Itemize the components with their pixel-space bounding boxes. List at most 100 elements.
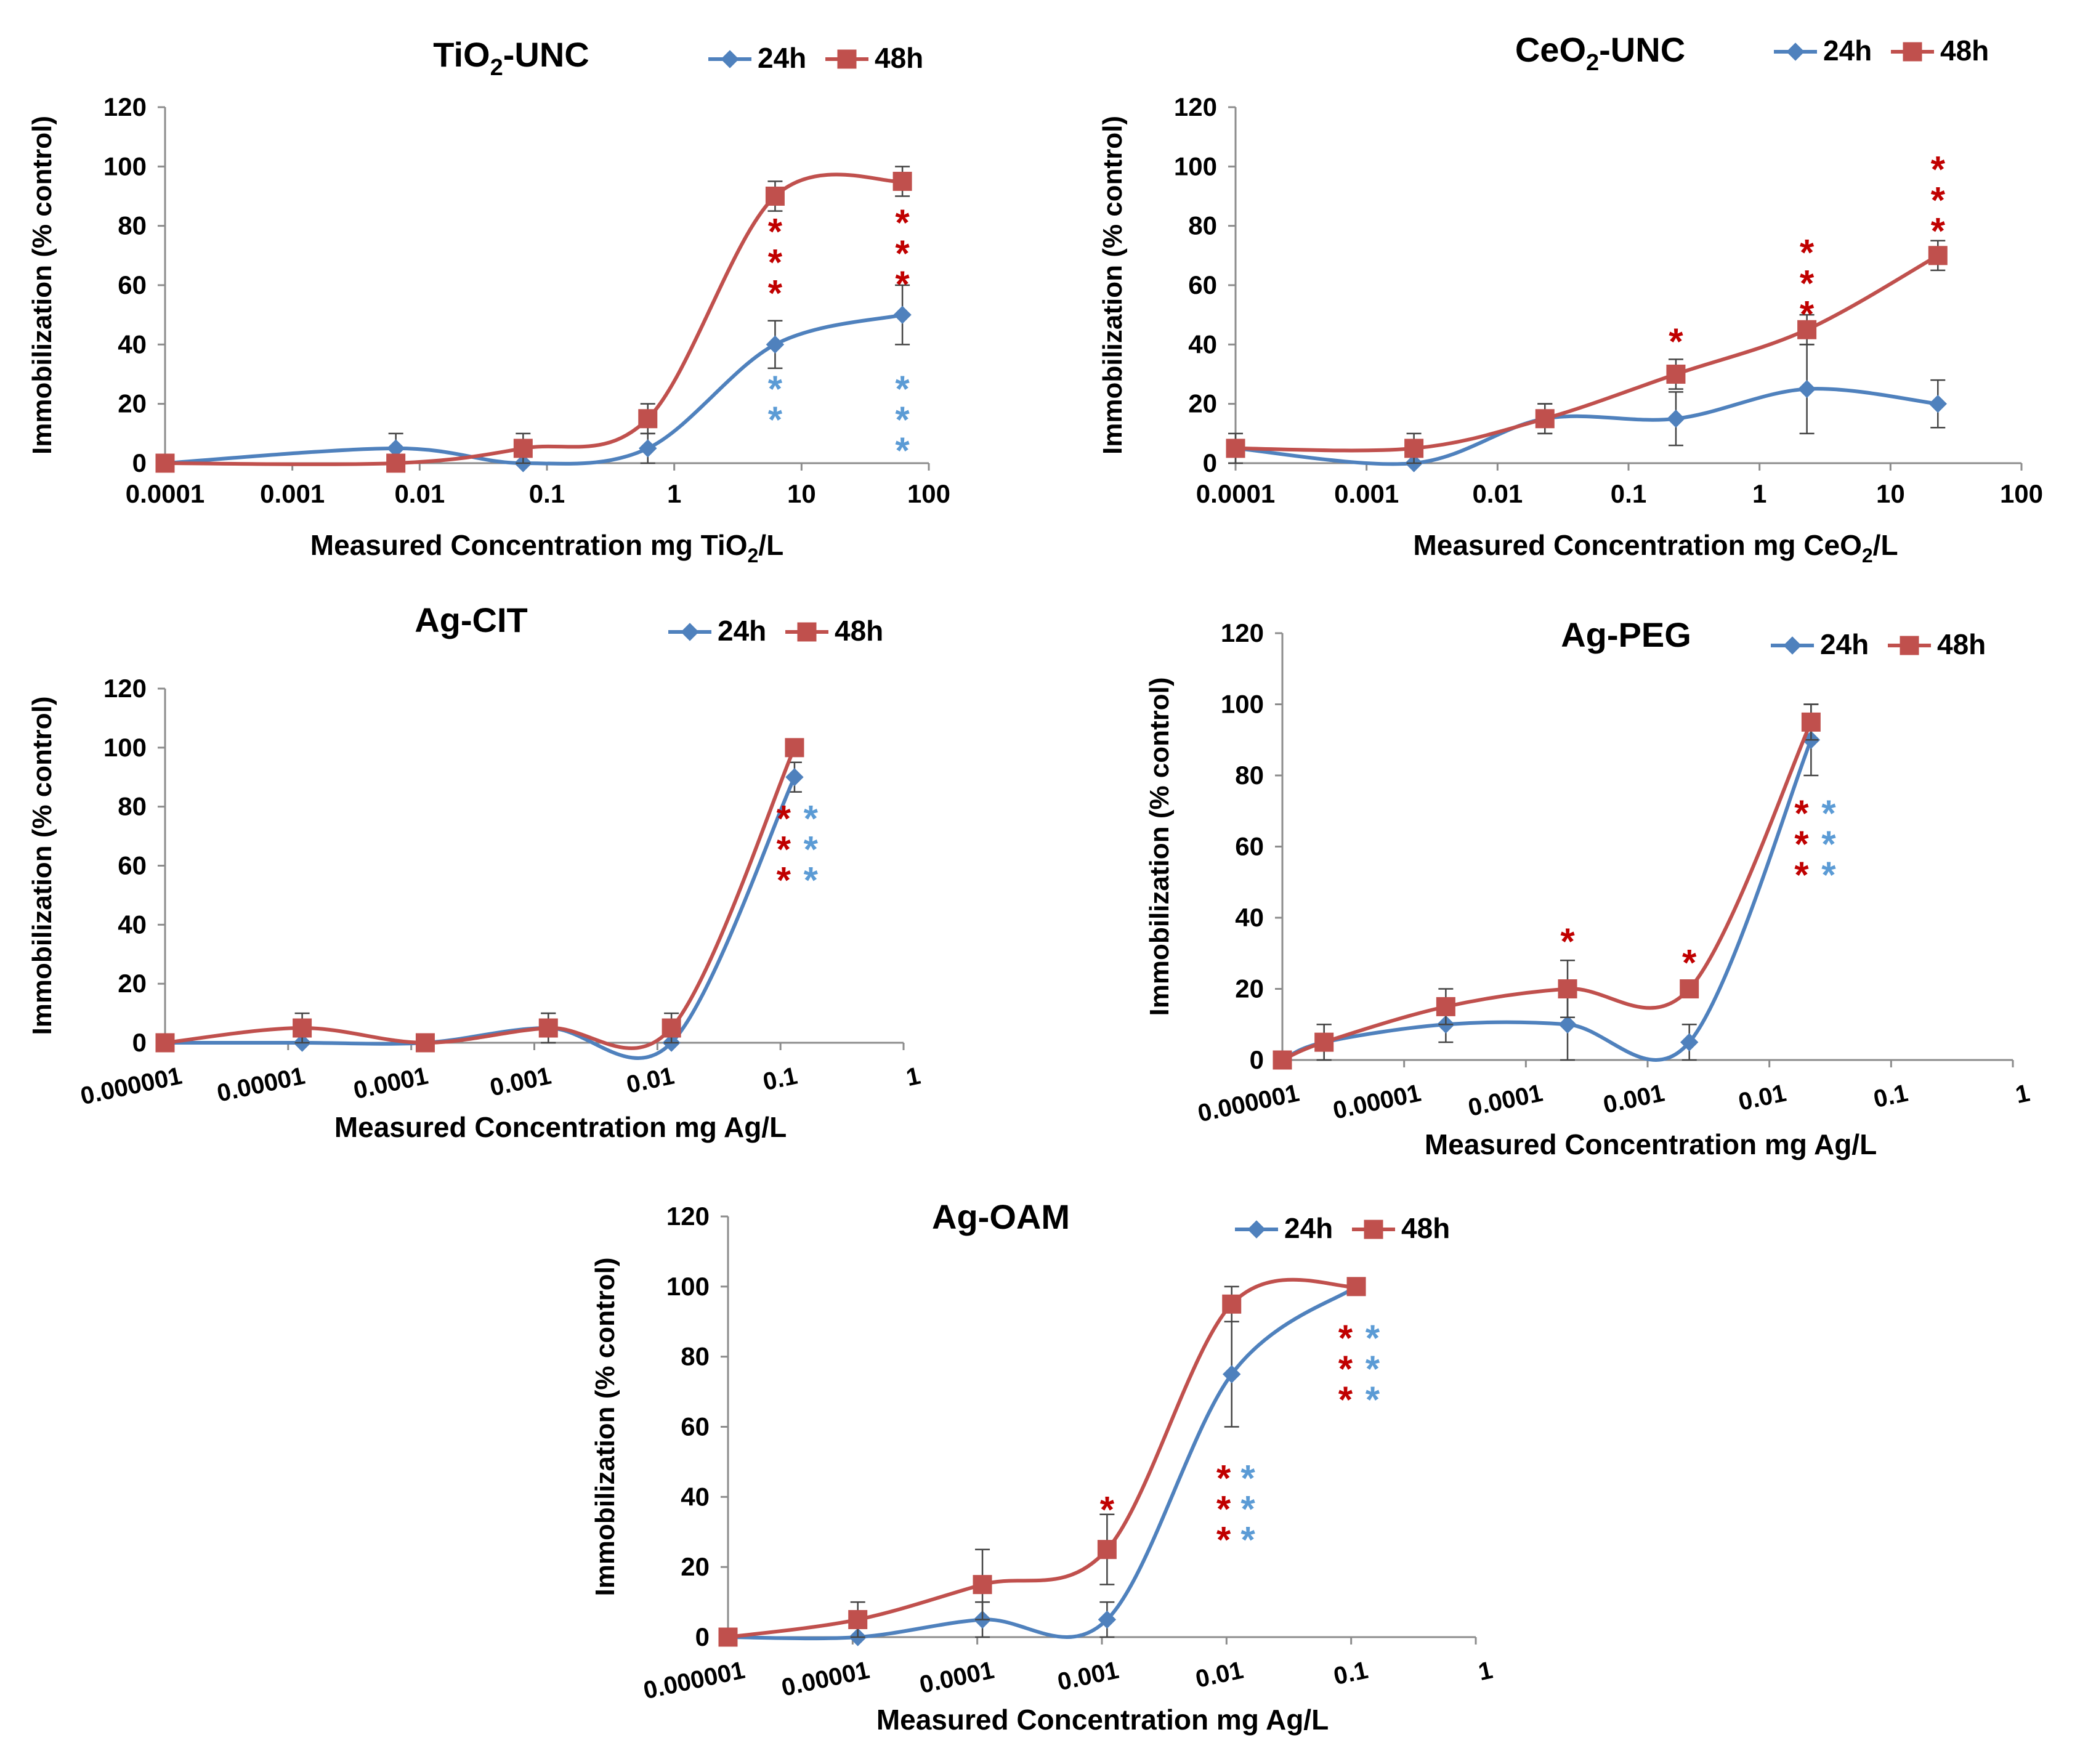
significance-star-blue: * (1821, 823, 1836, 865)
y-tick-label: 120 (103, 92, 147, 121)
chart-title: Ag-CIT (415, 601, 528, 639)
x-tick-label: 0.01 (394, 479, 445, 508)
significance-star-red: * (1560, 921, 1575, 962)
data-point-24h (1797, 379, 1816, 399)
significance-star-red: * (895, 233, 910, 274)
x-tick-label: 10 (1876, 479, 1905, 508)
chart-title: Ag-PEG (1561, 615, 1691, 654)
y-tick-label: 40 (681, 1482, 710, 1511)
significance-star-red: * (1800, 232, 1815, 273)
x-tick-label: 0.001 (1334, 479, 1399, 508)
x-tick-label: 0.0001 (351, 1062, 431, 1104)
significance-star-red: * (1338, 1348, 1353, 1390)
data-point-24h (1098, 1610, 1117, 1629)
series-line-24h (1281, 738, 1813, 1062)
x-axis-label-text: Measured Concentration mg Ag/L (1425, 1128, 1877, 1160)
legend-label-48h: 48h (835, 615, 883, 647)
y-tick-label: 120 (103, 674, 147, 703)
y-tick-label: 60 (118, 270, 147, 299)
x-axis-label: Measured Concentration mg Ag/L (876, 1704, 1329, 1736)
chart-title: Ag-OAM (932, 1197, 1070, 1236)
x-tick-label: 1 (904, 1062, 923, 1092)
legend-label-24h: 24h (1823, 34, 1872, 67)
series-line-24h (1234, 387, 1940, 466)
y-tick-label: 80 (118, 792, 147, 821)
chart-title-sub: 2 (490, 55, 503, 81)
chart-title-text: TiO (433, 35, 490, 74)
data-point-48h (513, 439, 533, 458)
x-axis-label-text: Measured Concentration mg TiO (310, 529, 748, 561)
y-tick-label: 100 (103, 733, 147, 762)
x-axis-label-sub: 2 (1862, 544, 1873, 567)
chart-title-text: Ag-PEG (1561, 615, 1691, 654)
series-line-48h (726, 1277, 1359, 1639)
y-tick-label: 100 (666, 1272, 710, 1301)
data-point-24h (785, 768, 804, 787)
panel-ceo2: 0 20 40 60 80 100 120 0.0001 0.001 0.01 0.1 1 10 100 I… (1098, 30, 2043, 567)
x-tick-label: 1 (1476, 1657, 1495, 1686)
significance-star-red: * (777, 798, 791, 839)
x-tick-label: 0.001 (260, 479, 325, 508)
significance-star-red: * (1669, 321, 1683, 362)
chart-title-suffix: -UNC (1599, 30, 1685, 69)
y-tick-label: 60 (118, 851, 147, 880)
data-point-24h (1680, 1033, 1699, 1051)
data-point-48h (662, 1018, 681, 1038)
significance-star-red: * (768, 273, 783, 314)
chart-title-text: Ag-CIT (415, 601, 528, 639)
chart-title: CeO2-UNC (1515, 30, 1685, 76)
series-line-48h (163, 172, 905, 466)
significance-star-red: * (895, 264, 910, 305)
significance-star-red: * (1931, 211, 1946, 252)
legend-marker-48h (1364, 1220, 1383, 1239)
y-axis-label: Immobilization (% control) (1098, 116, 1128, 455)
data-point-48h (765, 187, 785, 206)
y-tick-label: 120 (1174, 92, 1217, 121)
significance-star-blue: * (1821, 854, 1836, 896)
data-point-48h (638, 409, 658, 429)
x-tick-label: 0.0001 (1466, 1080, 1545, 1122)
x-tick-label: 10 (787, 479, 816, 508)
data-point-48h (1097, 1540, 1117, 1560)
y-tick-label: 20 (118, 389, 147, 418)
y-tick-label: 100 (1174, 152, 1217, 180)
x-tick-label: 0.01 (624, 1062, 676, 1099)
significance-star-red: * (895, 202, 910, 243)
y-tick-label: 80 (118, 211, 147, 240)
x-tick-label: 100 (2000, 479, 2043, 508)
data-point-48h (1222, 1294, 1242, 1314)
data-point-48h (1226, 439, 1245, 458)
x-axis-label-text: Measured Concentration mg CeO (1413, 529, 1861, 561)
significance-star-blue: * (895, 368, 910, 410)
significance-star-blue: * (1366, 1348, 1380, 1390)
y-tick-label: 20 (681, 1552, 710, 1581)
y-tick-label: 40 (1188, 330, 1217, 358)
series-line-48h (1234, 253, 1940, 453)
x-tick-label: 0.00001 (779, 1657, 872, 1702)
y-tick-label: 80 (1188, 211, 1217, 240)
significance-star-red: * (1216, 1519, 1231, 1560)
data-point-24h (639, 439, 657, 458)
series-line-24h (163, 775, 796, 1060)
x-tick-label: 0.000001 (78, 1062, 184, 1111)
legend-marker-48h (1903, 42, 1922, 62)
significance-star-blue: * (895, 430, 910, 471)
y-axis-label: Immobilization (% control) (1144, 678, 1175, 1016)
series-line-24h (163, 313, 905, 466)
legend-label-24h: 24h (718, 615, 766, 647)
data-point-48h (848, 1610, 868, 1630)
data-point-48h (1797, 320, 1817, 339)
data-point-48h (1801, 712, 1821, 732)
x-tick-label: 0.1 (761, 1062, 800, 1096)
data-point-48h (155, 453, 175, 473)
data-point-48h (1558, 979, 1577, 998)
significance-star-red: * (1800, 262, 1815, 304)
y-tick-label: 100 (103, 152, 147, 180)
series-line-48h (1281, 720, 1813, 1062)
significance-star-blue: * (1240, 1457, 1255, 1499)
significance-star-red: * (1794, 823, 1809, 865)
y-tick-label: 0 (132, 1028, 147, 1057)
y-axis-label: Immobilization (% control) (27, 697, 57, 1035)
x-tick-label: 0.1 (1871, 1080, 1911, 1114)
x-axis-label-suffix: /L (758, 529, 783, 561)
